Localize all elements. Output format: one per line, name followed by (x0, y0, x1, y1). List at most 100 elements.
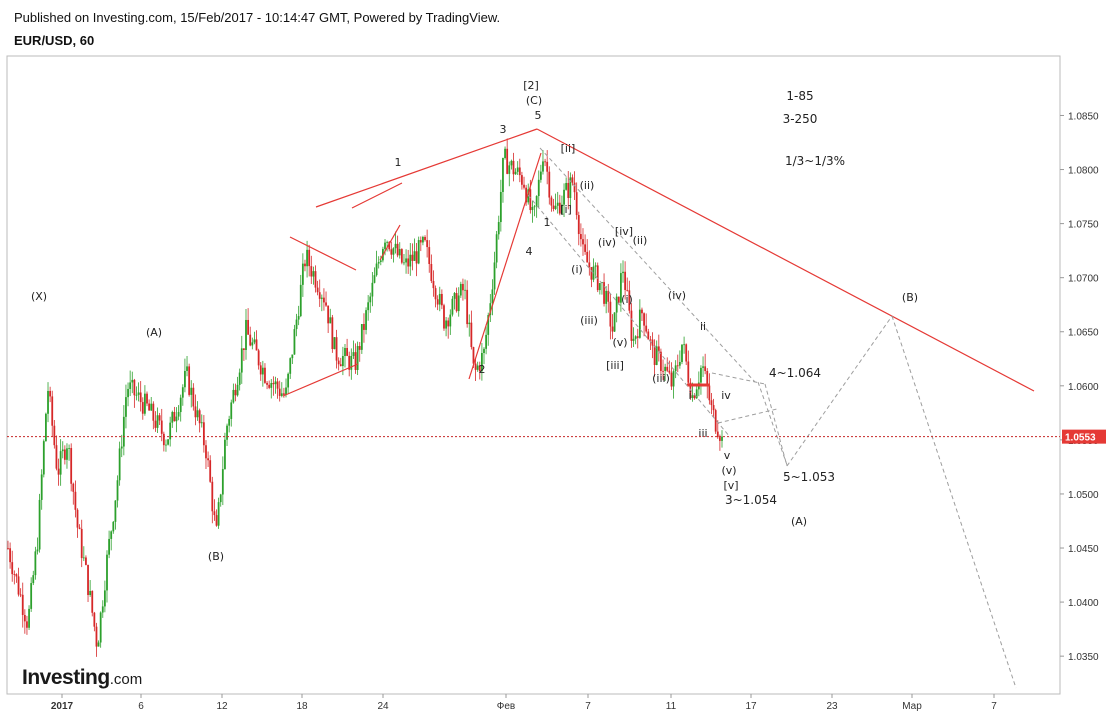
x-tick-label: 24 (377, 701, 389, 712)
candle-body (122, 416, 125, 447)
candle-body (133, 379, 136, 396)
candle-body (491, 289, 494, 304)
candle-body (323, 297, 325, 303)
candle-body (17, 576, 20, 595)
candle-body (341, 356, 344, 367)
candle-body (447, 320, 450, 327)
candle-body (167, 439, 169, 445)
candle-body (449, 314, 452, 327)
candle-body (407, 258, 410, 267)
wave-label: [iv] (615, 225, 633, 238)
candle-body (175, 416, 178, 422)
candle-body (312, 271, 315, 277)
candle-body (23, 614, 26, 622)
candle-body (207, 458, 209, 461)
candle-body (253, 339, 256, 343)
candle-body (518, 167, 521, 176)
candle-body (706, 370, 709, 386)
x-tick-label: 7 (585, 701, 591, 712)
candle-body (314, 271, 317, 288)
candle-body (657, 346, 660, 352)
candle-body (7, 548, 9, 549)
candle-body (470, 322, 473, 348)
candle-body (403, 262, 405, 264)
candle-body (352, 352, 355, 356)
trendlines (282, 128, 1035, 397)
candle-body (459, 283, 462, 296)
trendline (282, 363, 359, 397)
x-tick-label: 6 (138, 701, 144, 712)
candle-body (15, 574, 18, 577)
candle-body (297, 316, 300, 320)
x-tick-label: 18 (296, 701, 308, 712)
wave-label: (iii) (652, 372, 670, 385)
candle-body (356, 346, 359, 370)
candle-body (691, 395, 694, 399)
wave-label: iv (721, 389, 731, 402)
candle-body (285, 387, 287, 395)
candle-body (139, 392, 142, 403)
candle-body (165, 444, 167, 446)
candle-body (440, 293, 443, 306)
investing-logo[interactable]: Investing.com (22, 666, 142, 690)
candle-body (664, 366, 667, 371)
candle-body (394, 243, 397, 249)
wave-label: 1-85 (786, 89, 813, 103)
candle-body (280, 393, 283, 396)
candle-body (108, 538, 110, 555)
candle-body (51, 396, 54, 426)
candle-body (535, 196, 538, 207)
candle-body (63, 449, 66, 460)
candle-body (232, 389, 235, 403)
projection-line (891, 315, 1017, 689)
wave-label: 3-250 (783, 112, 818, 126)
candle-body (188, 366, 191, 395)
candle-body (301, 263, 304, 285)
candle-body (306, 249, 308, 267)
candle-body (240, 348, 243, 373)
candle-body (613, 312, 616, 332)
candle-body (384, 242, 386, 249)
wave-label: [ii] (561, 142, 576, 155)
candle-body (101, 606, 104, 613)
current-price-label: 1.0553 (1065, 433, 1096, 444)
candle-body (710, 400, 713, 406)
candle-body (291, 354, 294, 359)
trendline (289, 236, 357, 271)
candle-body (339, 364, 342, 367)
trendline (536, 128, 1035, 392)
candle-body (116, 480, 119, 501)
candle-body (603, 282, 605, 304)
candle-body (287, 373, 290, 388)
y-tick-label: 1.0400 (1068, 598, 1099, 609)
candle-body (304, 263, 306, 267)
candle-body (194, 406, 197, 418)
wave-label: [iii] (606, 359, 624, 372)
wave-label: 3~1.054 (725, 493, 777, 507)
candle-body (114, 500, 117, 522)
candle-body (221, 469, 224, 495)
current-price-badge (1062, 429, 1106, 444)
candle-body (506, 148, 509, 174)
candle-body (245, 319, 247, 350)
candle-body (712, 405, 715, 411)
candle-body (704, 366, 707, 371)
wave-label: (B) (902, 291, 918, 304)
candle-body (476, 365, 479, 370)
candle-body (150, 403, 153, 411)
candle-body (529, 189, 532, 211)
wave-label: (v) (721, 464, 736, 477)
trendline (315, 128, 538, 208)
candle-body (91, 590, 94, 613)
candle-body (457, 295, 460, 312)
candle-body (247, 319, 250, 335)
candle-body (255, 339, 258, 351)
candle-body (497, 222, 500, 235)
wave-label: 1 (544, 216, 551, 229)
time-axis: 2017 6 12 18 24 Фев 7 11 17 23 Мар 7 (51, 694, 997, 712)
candle-body (485, 334, 488, 349)
y-tick-label: 1.0850 (1068, 111, 1099, 122)
candle-body (55, 445, 58, 469)
candle-body (198, 410, 201, 424)
